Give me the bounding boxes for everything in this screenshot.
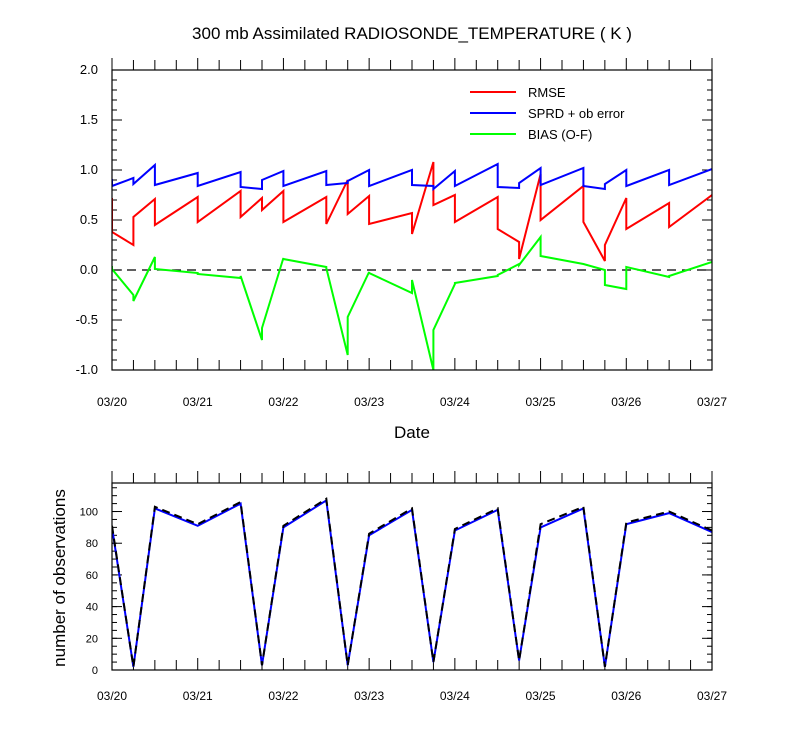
series-line-bias-o-f-: [112, 234, 712, 370]
x-tick-label: 03/23: [354, 395, 384, 409]
y-tick-label: 0.0: [80, 262, 98, 277]
series-line-rmse: [112, 161, 712, 262]
y-tick-label: 100: [80, 507, 98, 519]
series-line-sprd-ob-error: [112, 162, 712, 192]
x-tick-label: 03/26: [611, 395, 641, 409]
x-tick-label: 03/25: [526, 395, 556, 409]
y-axis-label: number of observations: [50, 489, 69, 667]
x-tick-label: 03/20: [97, 689, 127, 703]
x-tick-label: 03/27: [697, 689, 727, 703]
y-tick-label: -1.0: [76, 362, 98, 377]
x-tick-label: 03/24: [440, 689, 470, 703]
series-line-dashed: [112, 497, 712, 667]
bottom-plot: 0 20 40 60 80 100 03/20 03/21 03/22 03/23 03/24 03/…: [80, 471, 727, 703]
x-axis-label: Date: [394, 423, 430, 442]
x-tick-label: 03/22: [268, 395, 298, 409]
legend-label: RMSE: [528, 85, 566, 100]
y-tick-label: 2.0: [80, 62, 98, 77]
y-tick-label: 0.5: [80, 212, 98, 227]
y-tick-label: 1.5: [80, 112, 98, 127]
x-tick-label: 03/25: [526, 689, 556, 703]
x-tick-label: 03/21: [183, 689, 213, 703]
legend-label: SPRD + ob error: [528, 106, 625, 121]
x-tick-label: 03/26: [611, 689, 641, 703]
y-tick-label: -0.5: [76, 312, 98, 327]
legend-label: BIAS (O-F): [528, 127, 592, 142]
y-tick-label: 0: [92, 665, 98, 677]
y-tick-label: 20: [86, 633, 98, 645]
x-tick-label: 03/22: [268, 689, 298, 703]
y-tick-label: 80: [86, 538, 98, 550]
x-tick-label: 03/24: [440, 395, 470, 409]
y-tick-label: 60: [86, 570, 98, 582]
x-tick-label: 03/27: [697, 395, 727, 409]
y-tick-label: 1.0: [80, 162, 98, 177]
x-tick-label: 03/23: [354, 689, 384, 703]
series-line-solid: [112, 498, 712, 667]
chart-title: 300 mb Assimilated RADIOSONDE_TEMPERATUR…: [192, 24, 632, 43]
plot-frame: [111, 69, 713, 371]
top-plot: -1.0 -0.5 0.0 0.5 1.0 1.5 2.0 03/20 03/21 03/22 03…: [76, 58, 727, 409]
x-tick-label: 03/21: [183, 395, 213, 409]
x-tick-label: 03/20: [97, 395, 127, 409]
y-tick-label: 40: [86, 602, 98, 614]
plot-frame: [111, 482, 713, 671]
